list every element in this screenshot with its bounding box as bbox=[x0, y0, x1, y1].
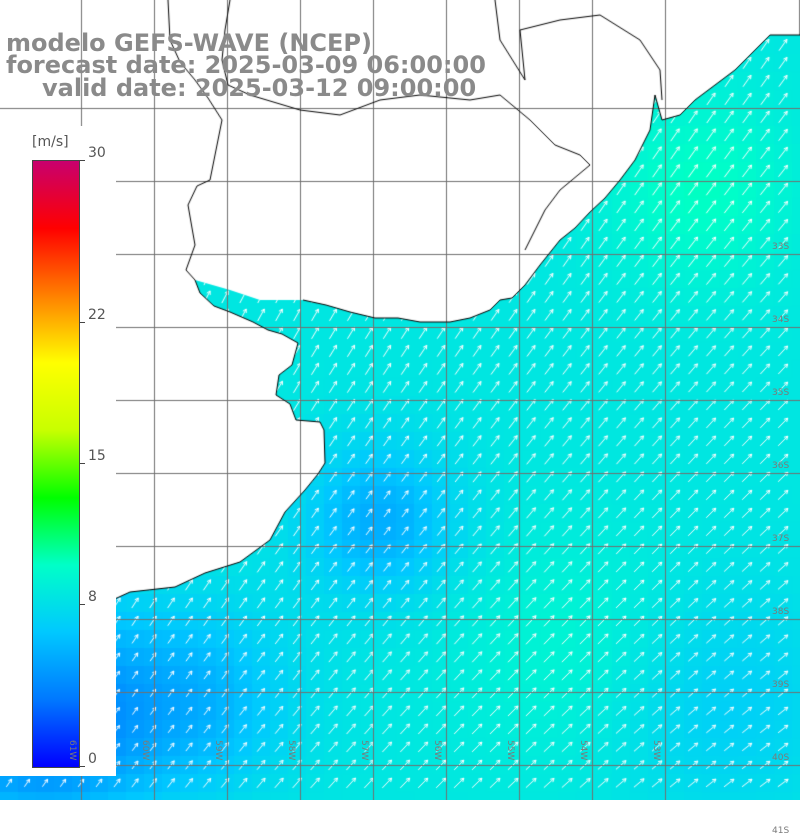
longitude-label: 56W bbox=[432, 740, 442, 761]
colorbar-tick bbox=[80, 321, 85, 323]
colorbar-legend: [m/s] 30 22 15 8 0 bbox=[0, 126, 116, 776]
longitude-label: 55W bbox=[505, 740, 515, 761]
colorbar-tick bbox=[80, 463, 85, 464]
latitude-label: 40S bbox=[772, 753, 790, 763]
valid-date: valid date: 2025-03-12 09:00:00 bbox=[42, 74, 477, 102]
colorbar bbox=[32, 160, 80, 768]
longitude-label: 58W bbox=[286, 740, 296, 761]
longitude-label: 60W bbox=[140, 740, 150, 761]
longitude-label: 59W bbox=[213, 740, 223, 761]
colorbar-tick-label: 30 bbox=[88, 145, 106, 161]
colorbar-tick bbox=[80, 766, 85, 767]
model-title: modelo GEFS-WAVE (NCEP) bbox=[6, 29, 372, 57]
longitude-label: 61W bbox=[67, 740, 77, 761]
wind-map bbox=[0, 0, 800, 800]
latitude-label: 38S bbox=[772, 607, 790, 617]
colorbar-tick bbox=[80, 604, 85, 606]
forecast-date: forecast date: 2025-03-09 06:00:00 bbox=[6, 51, 486, 79]
colorbar-tick bbox=[80, 160, 85, 161]
latitude-label: 41S bbox=[772, 826, 790, 836]
latitude-label: 37S bbox=[772, 534, 790, 544]
colorbar-tick-label: 0 bbox=[88, 751, 97, 767]
latitude-label: 33S bbox=[772, 242, 790, 252]
colorbar-tick-label: 15 bbox=[88, 448, 106, 464]
latitude-label: 35S bbox=[772, 388, 790, 398]
longitude-label: 54W bbox=[578, 740, 588, 761]
latitude-label: 36S bbox=[772, 461, 790, 471]
colorbar-tick-label: 8 bbox=[88, 589, 97, 606]
colorbar-unit: [m/s] bbox=[32, 134, 69, 150]
longitude-label: 53W bbox=[651, 740, 661, 761]
longitude-label: 57W bbox=[359, 740, 369, 761]
latitude-label: 39S bbox=[772, 680, 790, 690]
latitude-label: 34S bbox=[772, 315, 790, 325]
colorbar-tick-label: 22 bbox=[88, 306, 106, 323]
